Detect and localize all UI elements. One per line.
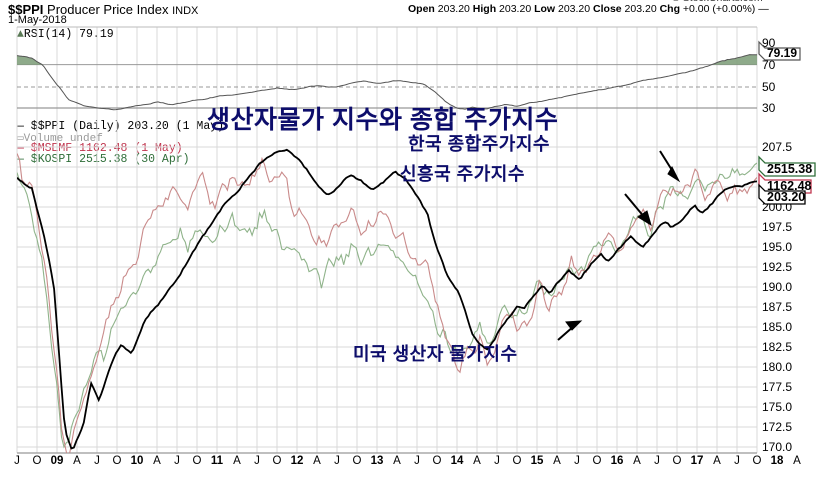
svg-text:A: A [713, 455, 721, 467]
svg-text:195.0: 195.0 [762, 240, 792, 254]
svg-text:180.0: 180.0 [762, 360, 792, 374]
svg-text:생산자물가 지수와 종합 주가지수: 생산자물가 지수와 종합 주가지수 [207, 106, 558, 134]
svg-text:J: J [734, 455, 740, 467]
svg-text:79.19: 79.19 [767, 46, 797, 60]
svg-text:O: O [113, 455, 122, 467]
svg-text:16: 16 [611, 455, 624, 467]
svg-text:O: O [753, 455, 762, 467]
svg-text:J: J [94, 455, 100, 467]
svg-text:O: O [513, 455, 522, 467]
svg-text:172.5: 172.5 [762, 420, 792, 434]
svg-text:O: O [193, 455, 202, 467]
svg-text:15: 15 [531, 455, 544, 467]
svg-text:30: 30 [762, 101, 776, 115]
svg-text:187.5: 187.5 [762, 300, 792, 314]
svg-text:11: 11 [211, 455, 224, 467]
svg-text:A: A [473, 455, 481, 467]
svg-text:O: O [273, 455, 282, 467]
svg-text:10: 10 [131, 455, 144, 467]
svg-text:170.0: 170.0 [762, 440, 792, 454]
svg-text:A: A [73, 455, 81, 467]
svg-text:A: A [233, 455, 241, 467]
svg-text:O: O [33, 455, 42, 467]
svg-text:J: J [654, 455, 660, 467]
svg-text:185.0: 185.0 [762, 320, 792, 334]
svg-text:175.0: 175.0 [762, 400, 792, 414]
svg-text:50: 50 [762, 80, 776, 94]
svg-text:J: J [14, 455, 20, 467]
svg-text:14: 14 [451, 455, 464, 467]
svg-text:17: 17 [691, 455, 704, 467]
svg-text:J: J [414, 455, 420, 467]
svg-text:190.0: 190.0 [762, 280, 792, 294]
svg-text:12: 12 [291, 455, 304, 467]
svg-text:한국 종합주가지수: 한국 종합주가지수 [408, 133, 550, 154]
svg-text:203.20: 203.20 [767, 190, 805, 204]
svg-text:A: A [153, 455, 161, 467]
svg-text:J: J [574, 455, 580, 467]
svg-text:182.5: 182.5 [762, 340, 792, 354]
svg-text:A: A [393, 455, 401, 467]
svg-text:A: A [793, 455, 801, 467]
svg-text:207.5: 207.5 [762, 140, 792, 154]
svg-text:O: O [353, 455, 362, 467]
svg-text:A: A [313, 455, 321, 467]
svg-text:O: O [593, 455, 602, 467]
svg-text:J: J [254, 455, 260, 467]
svg-text:177.5: 177.5 [762, 380, 792, 394]
svg-text:J: J [174, 455, 180, 467]
svg-text:13: 13 [371, 455, 384, 467]
svg-text:2515.38: 2515.38 [767, 162, 812, 176]
svg-text:A: A [633, 455, 641, 467]
svg-text:192.5: 192.5 [762, 260, 792, 274]
svg-text:미국 생산자 물가지수: 미국 생산자 물가지수 [353, 344, 518, 364]
svg-text:18: 18 [771, 455, 784, 467]
svg-text:O: O [673, 455, 682, 467]
svg-text:신흥국 주가지수: 신흥국 주가지수 [400, 163, 525, 184]
svg-text:J: J [334, 455, 340, 467]
svg-text:J: J [494, 455, 500, 467]
svg-text:O: O [433, 455, 442, 467]
svg-text:A: A [553, 455, 561, 467]
svg-text:197.5: 197.5 [762, 220, 792, 234]
svg-text:09: 09 [51, 455, 64, 467]
